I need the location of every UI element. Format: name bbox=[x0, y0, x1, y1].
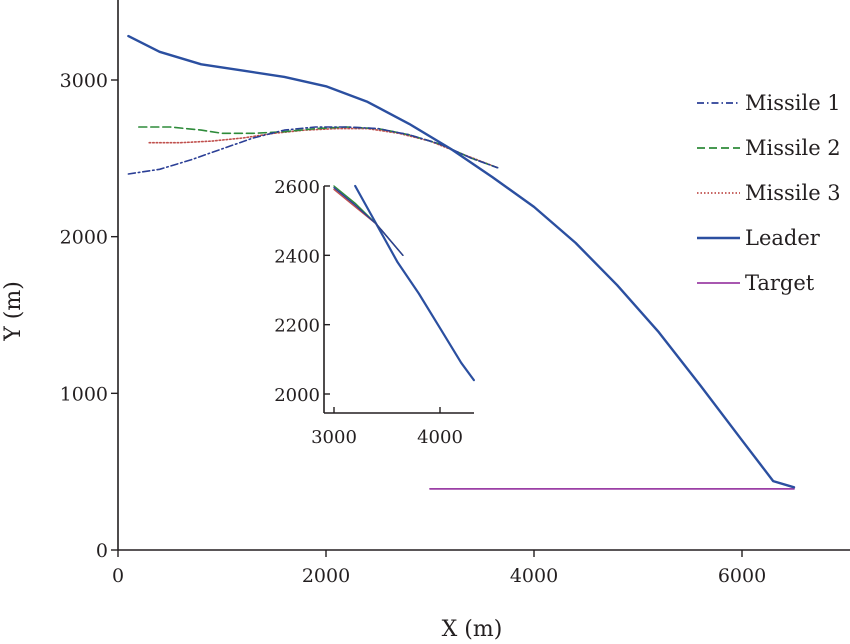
y-tick-label: 1000 bbox=[60, 383, 108, 405]
main-plot: 0 2000 4000 6000 0 1000 2000 3000 bbox=[60, 0, 850, 587]
y-tick-label: 2000 bbox=[60, 227, 108, 249]
x-tick-label: 2000 bbox=[302, 565, 350, 587]
legend-label-target: Target bbox=[745, 271, 815, 295]
series-line-leader bbox=[127, 34, 796, 489]
inset-x-tick-label: 3000 bbox=[311, 427, 357, 448]
y-tick-label: 3000 bbox=[60, 70, 108, 92]
legend-label-missile-3: Missile 3 bbox=[745, 181, 841, 205]
inset-series-line-missile-1 bbox=[333, 187, 404, 256]
inset-y-tick-label: 2000 bbox=[274, 385, 320, 406]
inset-background bbox=[324, 182, 474, 413]
x-tick-label: 6000 bbox=[718, 565, 766, 587]
y-tick-label: 0 bbox=[96, 540, 108, 562]
series-line-missile-3 bbox=[148, 127, 499, 169]
inset-plot: 2000 2200 2400 2600 3000 4000 bbox=[274, 177, 475, 448]
x-tick-label: 0 bbox=[112, 565, 124, 587]
inset-x-tick-label: 4000 bbox=[417, 427, 463, 448]
legend: Missile 1 Missile 2 Missile 3 Leader Target bbox=[697, 91, 841, 295]
x-tick-label: 4000 bbox=[510, 565, 558, 587]
inset-y-tick-label: 2600 bbox=[274, 177, 320, 198]
x-axis-title: X (m) bbox=[442, 617, 503, 642]
inset-y-tick-label: 2400 bbox=[274, 246, 320, 267]
y-axis-title: Y (m) bbox=[1, 281, 26, 342]
legend-label-missile-2: Missile 2 bbox=[745, 136, 841, 160]
legend-label-missile-1: Missile 1 bbox=[745, 91, 841, 115]
series-line-missile-1 bbox=[127, 126, 499, 175]
inset-y-tick-label: 2200 bbox=[274, 316, 320, 337]
legend-label-leader: Leader bbox=[745, 226, 821, 250]
